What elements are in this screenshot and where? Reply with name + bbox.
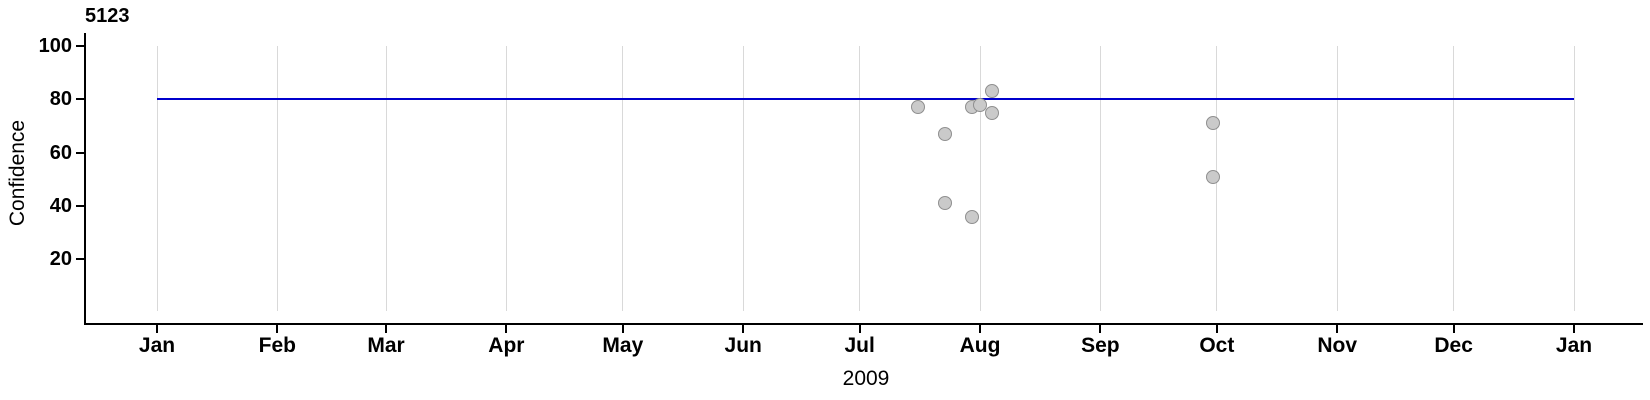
- gridline: [276, 46, 278, 311]
- x-tick: [1215, 325, 1218, 333]
- x-tick-label: Aug: [959, 334, 1001, 357]
- y-tick-label: 80: [49, 88, 72, 111]
- y-tick: [76, 205, 84, 207]
- gridline: [1336, 46, 1338, 311]
- x-tick: [742, 325, 745, 333]
- x-tick: [1573, 325, 1575, 333]
- data-point: [965, 209, 980, 224]
- x-tick-label: May: [602, 334, 644, 357]
- chart-title: 5123: [85, 5, 130, 27]
- data-point: [910, 100, 925, 115]
- x-tick-label: Apr: [488, 334, 525, 357]
- gridline: [859, 46, 861, 311]
- gridline: [156, 46, 158, 311]
- x-tick-label: Jan: [1555, 334, 1593, 357]
- data-point: [1205, 116, 1220, 131]
- gridline: [622, 46, 624, 311]
- gridline: [1573, 46, 1575, 311]
- y-tick: [76, 151, 84, 154]
- x-axis-line: [84, 323, 1643, 325]
- gridline: [1099, 46, 1101, 311]
- x-tick-label: Feb: [258, 334, 297, 357]
- data-point: [984, 105, 999, 120]
- x-tick-label: Dec: [1434, 334, 1473, 357]
- gridline: [979, 46, 981, 311]
- data-point: [1205, 169, 1220, 184]
- data-point: [984, 84, 999, 99]
- data-point: [938, 196, 953, 211]
- y-tick-label: 100: [38, 35, 72, 57]
- y-tick: [76, 258, 84, 261]
- y-tick-label: 40: [49, 195, 72, 217]
- x-tick: [979, 325, 982, 333]
- x-tick-label: Mar: [367, 334, 405, 357]
- x-axis-label: 2009: [842, 367, 890, 390]
- x-tick: [156, 325, 158, 333]
- x-tick: [1336, 325, 1339, 333]
- x-tick-label: Jul: [844, 334, 875, 357]
- gridline: [385, 46, 387, 311]
- y-tick: [76, 45, 84, 47]
- x-tick-label: Jan: [138, 334, 176, 357]
- x-tick: [1452, 325, 1455, 333]
- x-tick: [858, 325, 861, 333]
- data-point: [973, 97, 988, 112]
- y-tick: [76, 98, 84, 101]
- gridline: [505, 46, 507, 311]
- x-tick: [621, 325, 624, 333]
- x-tick: [385, 325, 388, 333]
- data-point: [938, 127, 953, 141]
- y-axis-line: [84, 33, 86, 325]
- gridline: [1453, 46, 1455, 311]
- x-tick-label: Sep: [1081, 334, 1120, 357]
- x-tick-label: Jun: [724, 334, 762, 357]
- gridline: [742, 46, 744, 311]
- reference-line: [157, 98, 1574, 101]
- x-tick-label: Oct: [1199, 334, 1235, 357]
- x-tick-label: Nov: [1317, 334, 1358, 357]
- y-tick-label: 60: [49, 141, 72, 164]
- y-tick-label: 20: [49, 248, 72, 271]
- x-tick: [276, 325, 279, 333]
- x-tick: [1099, 325, 1102, 333]
- x-tick: [505, 325, 508, 333]
